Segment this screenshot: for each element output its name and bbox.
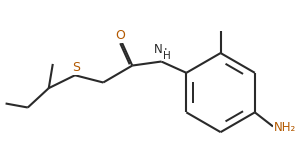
Text: N: N bbox=[154, 43, 163, 56]
Text: H: H bbox=[159, 49, 168, 58]
Text: H: H bbox=[163, 51, 171, 61]
Text: NH₂: NH₂ bbox=[274, 121, 296, 134]
Text: O: O bbox=[115, 29, 125, 42]
Text: S: S bbox=[72, 62, 80, 74]
